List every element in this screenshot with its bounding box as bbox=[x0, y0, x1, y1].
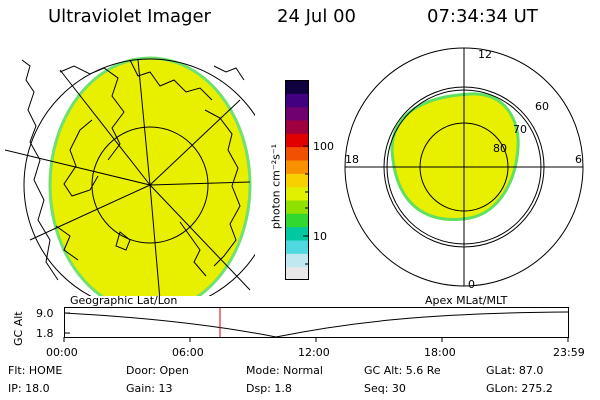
colorbar-band bbox=[285, 120, 309, 134]
altitude-curve bbox=[63, 311, 569, 338]
colorbar-band bbox=[285, 106, 309, 121]
colorbar-band bbox=[285, 133, 309, 148]
colorbar bbox=[285, 80, 309, 280]
colorbar-band bbox=[285, 200, 309, 214]
timeline-tick-4: 23:59 bbox=[553, 346, 585, 359]
mlt-label-6: 6 bbox=[575, 153, 582, 166]
polar-map: 12 18 6 0 60 70 80 bbox=[344, 47, 584, 291]
info-glon: GLon: 275.2 bbox=[486, 382, 553, 395]
info-dsp: Dsp: 1.8 bbox=[246, 382, 292, 395]
info-flt: Flt: HOME bbox=[8, 364, 63, 377]
colorbar-band bbox=[285, 146, 309, 161]
mlt-label-18: 18 bbox=[345, 153, 359, 166]
info-seq: Seq: 30 bbox=[364, 382, 406, 395]
mlt-label-12: 12 bbox=[478, 48, 492, 61]
info-door: Door: Open bbox=[126, 364, 189, 377]
time-label: 07:34:34 UT bbox=[427, 6, 538, 27]
lat-circles bbox=[23, 58, 255, 296]
info-mode: Mode: Normal bbox=[246, 364, 323, 377]
info-ip: IP: 18.0 bbox=[8, 382, 50, 395]
colorbar-band bbox=[285, 160, 309, 174]
mlt-label-0: 0 bbox=[468, 278, 475, 291]
altitude-timeline: GC Alt 9.0 1.8 bbox=[12, 307, 569, 346]
app-title: Ultraviolet Imager bbox=[48, 6, 211, 27]
colorbar-band bbox=[285, 253, 309, 268]
colorbar-band bbox=[285, 266, 309, 280]
colorbar-band bbox=[285, 240, 309, 254]
geo-panel-label: Geographic Lat/Lon bbox=[70, 294, 178, 307]
info-gcalt: GC Alt: 5.6 Re bbox=[364, 364, 441, 377]
info-gain: Gain: 13 bbox=[126, 382, 173, 395]
timeline-ylabel: GC Alt bbox=[12, 311, 25, 346]
meridians bbox=[5, 59, 251, 296]
colorbar-band bbox=[285, 80, 309, 94]
colorbar-band bbox=[285, 213, 309, 228]
lat-label-60: 60 bbox=[535, 100, 549, 113]
colorbar-band bbox=[285, 93, 309, 108]
timeline-tick-1: 06:00 bbox=[172, 346, 204, 359]
colorbar-band bbox=[285, 173, 309, 188]
info-glat: GLat: 87.0 bbox=[486, 364, 544, 377]
timeline-tick-3: 18:00 bbox=[424, 346, 456, 359]
lat-label-70: 70 bbox=[513, 123, 527, 136]
date-label: 24 Jul 00 bbox=[277, 6, 356, 27]
timeline-tick-0: 00:00 bbox=[46, 346, 78, 359]
aurora-disk-geo bbox=[48, 56, 252, 296]
coastlines bbox=[21, 59, 245, 281]
polar-panel-label: Apex MLat/MLT bbox=[425, 294, 508, 307]
lat-label-80: 80 bbox=[493, 142, 507, 155]
colorbar-unit: photon cm⁻²s⁻¹ bbox=[269, 143, 283, 230]
geographic-map bbox=[5, 56, 255, 296]
colorbar-band bbox=[285, 226, 309, 241]
colorbar-tick-100: 100 bbox=[313, 140, 334, 153]
timeline-tick-2: 12:00 bbox=[298, 346, 330, 359]
timeline-y-bottom: 1.8 bbox=[36, 327, 54, 340]
colorbar-tick-10: 10 bbox=[313, 230, 327, 243]
colorbar-band bbox=[285, 186, 309, 201]
aurora-oval bbox=[390, 92, 520, 221]
timeline-y-top: 9.0 bbox=[36, 307, 54, 320]
